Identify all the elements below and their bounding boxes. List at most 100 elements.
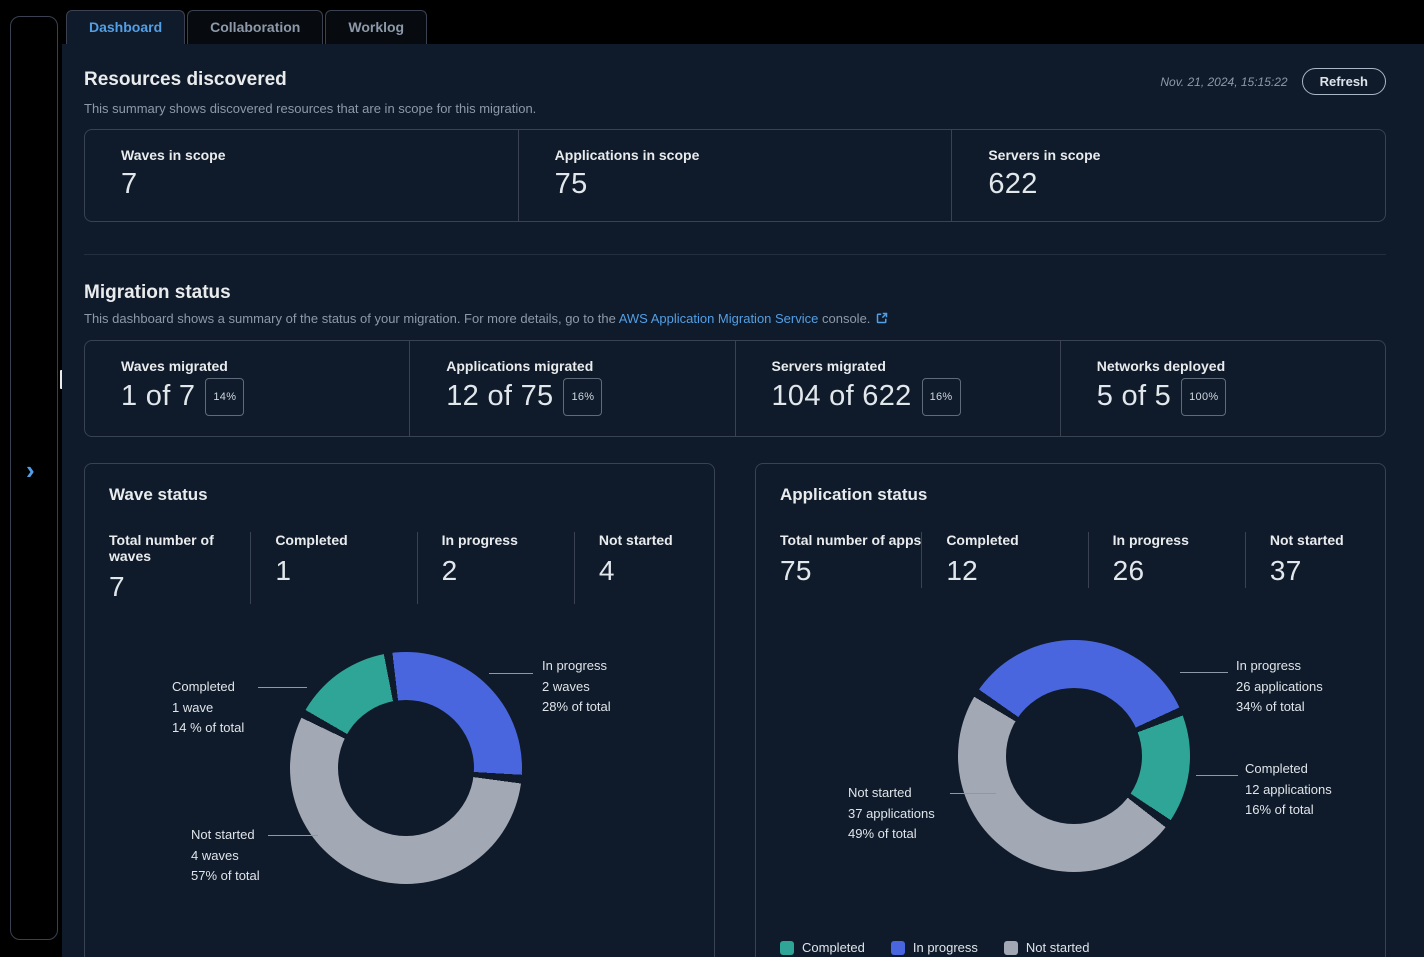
wave-donut-chart: In progress 2 waves 28% of total Complet… xyxy=(109,618,690,906)
stat-value: 4 xyxy=(598,555,615,586)
leader-line xyxy=(1180,672,1228,673)
callout-line: 12 applications xyxy=(1245,781,1332,797)
stat-value: 7 xyxy=(121,168,138,200)
tab-bar: Dashboard Collaboration Worklog xyxy=(62,0,1424,44)
tab-worklog[interactable]: Worklog xyxy=(325,10,428,44)
stat-waves-not-started: Not started 4 xyxy=(573,532,690,604)
stat-networks-deployed: Networks deployed 5 of 5 100% xyxy=(1059,341,1385,436)
callout-line: 26 applications xyxy=(1236,678,1323,694)
callout-completed: Completed 12 applications 16% of total xyxy=(1245,759,1332,821)
last-refreshed-timestamp: Nov. 21, 2024, 15:15:22 xyxy=(1160,74,1288,89)
stat-number: 1 of 7 xyxy=(121,380,196,412)
resources-discovered-section: Resources discovered Nov. 21, 2024, 15:1… xyxy=(84,68,1386,222)
callout-line: 2 waves xyxy=(542,678,590,694)
migration-summary-card: Waves migrated 1 of 7 14% Applications mi… xyxy=(84,340,1386,437)
wave-status-title: Wave status xyxy=(109,485,208,504)
migration-title: Migration status xyxy=(84,282,231,303)
stat-waves-in-scope: Waves in scope 7 xyxy=(85,130,518,221)
collapsed-side-panel: › xyxy=(10,16,58,940)
legend-label: Completed xyxy=(802,940,865,955)
stat-value: 12 of 75 16% xyxy=(446,378,718,416)
application-status-stats: Total number of apps 75 Completed 12 In … xyxy=(780,532,1361,588)
stat-value: 104 of 622 16% xyxy=(772,378,1044,416)
leader-line xyxy=(258,687,307,688)
stat-number: 5 of 5 xyxy=(1096,380,1172,412)
application-status-title: Application status xyxy=(780,485,928,504)
legend-item-not-started[interactable]: Not started xyxy=(1003,940,1090,955)
stat-label: Total number of waves xyxy=(109,532,214,564)
stat-value: 1 of 7 14% xyxy=(121,378,393,416)
stat-label: Completed xyxy=(946,532,1019,548)
stat-label: Applications in scope xyxy=(554,147,700,163)
split-panel-resize-handle[interactable] xyxy=(60,370,63,389)
legend-item-in-progress[interactable]: In progress xyxy=(890,940,978,955)
stat-value: 75 xyxy=(780,555,812,586)
application-donut[interactable] xyxy=(958,640,1190,872)
migration-status-section: Migration status This dashboard shows a … xyxy=(84,281,1386,437)
callout-line: 1 wave xyxy=(172,699,214,715)
stat-value: 2 xyxy=(441,555,458,586)
section-divider xyxy=(84,254,1386,255)
wave-status-panel: Wave status Total number of waves 7 Comp… xyxy=(84,463,715,957)
callout-line: 4 waves xyxy=(191,847,239,863)
stat-label: Applications migrated xyxy=(446,358,594,374)
dashboard-content: Resources discovered Nov. 21, 2024, 15:1… xyxy=(62,44,1424,957)
external-link-icon[interactable] xyxy=(876,312,888,328)
stat-waves-migrated: Waves migrated 1 of 7 14% xyxy=(85,341,409,436)
refresh-button[interactable]: Refresh xyxy=(1301,68,1386,95)
percent-badge: 16% xyxy=(563,378,603,416)
completed-swatch-icon xyxy=(780,940,794,955)
application-status-panel: Application status Total number of apps … xyxy=(755,463,1386,957)
stat-apps-in-progress: In progress 26 xyxy=(1087,532,1245,588)
status-panels-row: Wave status Total number of waves 7 Comp… xyxy=(84,463,1386,957)
tab-dashboard[interactable]: Dashboard xyxy=(66,10,186,44)
expand-panel-icon[interactable]: › xyxy=(26,455,35,485)
resources-description: This summary shows discovered resources … xyxy=(84,101,537,116)
callout-line: Not started xyxy=(848,785,912,800)
callout-line: 57% of total xyxy=(191,868,260,883)
percent-badge: 16% xyxy=(921,378,961,416)
stat-total-apps: Total number of apps 75 xyxy=(780,532,921,588)
stat-value: 622 xyxy=(988,168,1038,200)
leader-line xyxy=(950,793,996,794)
legend-label: Not started xyxy=(1025,940,1090,955)
application-donut-chart: In progress 26 applications 34% of total… xyxy=(780,602,1361,890)
leader-line xyxy=(268,835,318,836)
legend-label: In progress xyxy=(912,940,978,955)
application-chart-legend: Completed In progress Not started xyxy=(780,940,1361,955)
stat-label: Waves migrated xyxy=(121,358,228,374)
callout-line: 49% of total xyxy=(848,826,917,841)
stat-label: Networks deployed xyxy=(1096,358,1226,374)
stat-label: Not started xyxy=(598,532,673,548)
stat-number: 12 of 75 xyxy=(446,380,554,412)
stat-apps-completed: Completed 12 xyxy=(921,532,1087,588)
stat-label: Not started xyxy=(1269,532,1344,548)
stat-value: 26 xyxy=(1112,555,1145,586)
callout-line: 16% of total xyxy=(1245,802,1314,817)
migration-description-text: This dashboard shows a summary of the st… xyxy=(84,311,619,326)
stat-total-waves: Total number of waves 7 xyxy=(109,532,250,604)
wave-donut[interactable] xyxy=(290,652,522,884)
callout-completed: Completed 1 wave 14 % of total xyxy=(172,677,244,739)
callout-line: 14 % of total xyxy=(172,720,245,735)
callout-line: In progress xyxy=(1236,658,1302,673)
stat-value: 37 xyxy=(1269,555,1302,586)
stat-label: Total number of apps xyxy=(780,532,922,548)
callout-line: Completed xyxy=(1245,761,1308,776)
callout-line: 34% of total xyxy=(1236,699,1305,714)
stat-label: In progress xyxy=(1112,532,1189,548)
stat-value: 5 of 5 100% xyxy=(1097,378,1369,416)
callout-line: Completed xyxy=(172,679,235,694)
stat-number: 104 of 622 xyxy=(771,380,912,412)
legend-item-completed[interactable]: Completed xyxy=(780,940,865,955)
tab-collaboration[interactable]: Collaboration xyxy=(187,10,324,44)
main-area: Dashboard Collaboration Worklog Resource… xyxy=(62,0,1424,957)
stat-value: 1 xyxy=(275,555,292,586)
percent-badge: 14% xyxy=(205,378,245,416)
callout-line: Not started xyxy=(191,827,255,842)
aws-application-migration-service-link[interactable]: AWS Application Migration Service xyxy=(618,311,819,326)
migration-description: This dashboard shows a summary of the st… xyxy=(84,311,1386,328)
resources-title: Resources discovered xyxy=(84,69,287,90)
stat-label: Completed xyxy=(275,532,348,548)
